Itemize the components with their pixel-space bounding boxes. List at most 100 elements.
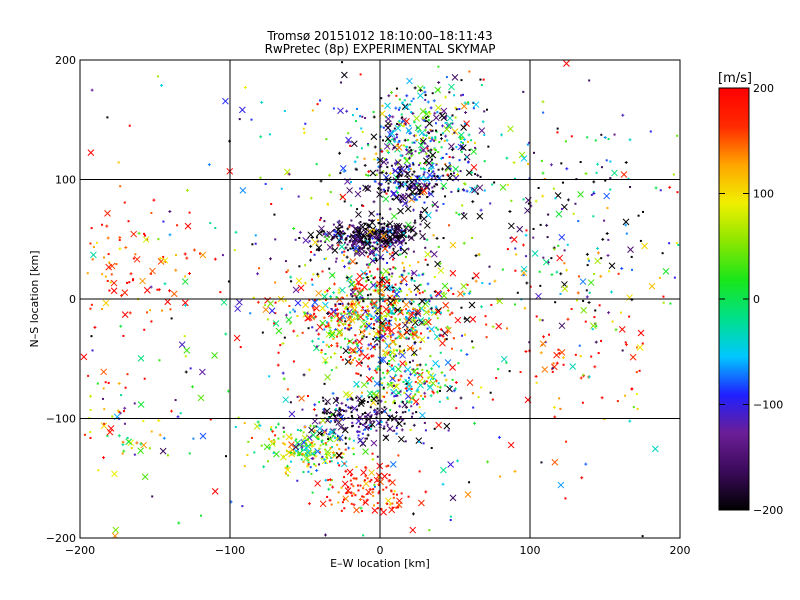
data-point-plus [462,182,466,186]
data-point-dot [397,506,400,509]
data-point-dot [418,440,421,443]
data-point-plus [353,160,357,164]
data-point-dot [376,169,379,172]
data-point-x [429,151,437,159]
data-point-dot [376,479,379,482]
data-point-dot [448,224,451,227]
data-point-dot [401,101,404,104]
data-point-x [476,212,484,220]
data-point-dot [362,495,365,498]
data-point-dot [471,392,474,395]
data-point-dot [329,191,332,194]
data-point-plus [368,367,372,371]
data-point-x [420,187,428,195]
data-point-dot [390,316,393,319]
data-point-dot [365,425,368,428]
data-point-plus [429,394,433,398]
data-point-dot [389,239,392,242]
data-point-dot [419,162,422,165]
data-point-dot [384,400,387,403]
data-point-dot [542,256,545,259]
data-point-dot [419,306,422,309]
data-point-dot [479,175,482,178]
y-axis-label: N–S location [km] [28,250,41,347]
data-point-x [316,425,324,432]
data-point-x [159,447,167,455]
data-point-plus [258,424,262,428]
data-point-x [541,366,549,373]
data-point-dot [463,293,466,296]
data-point-dot [407,337,410,340]
data-point-plus [559,272,563,276]
data-point-dot [482,78,485,81]
data-point-dot [485,336,488,339]
data-point-dot [133,402,136,405]
data-point-dot [508,370,511,373]
data-point-x [451,128,459,135]
data-point-plus [600,396,604,400]
data-point-x [341,71,348,79]
data-point-dot [402,380,405,383]
data-point-dot [361,242,364,245]
data-point-x [473,272,480,279]
data-point-x [425,318,432,326]
data-point-x [383,278,391,286]
data-point-x [434,260,441,268]
data-point-dot [570,135,573,138]
data-point-plus [444,378,448,382]
data-point-dot [489,391,492,394]
data-point-dot [307,463,310,466]
data-point-dot [432,139,435,142]
data-point-x [347,301,355,309]
data-point-dot [339,232,342,235]
data-point-dot [376,455,379,458]
data-point-dot [355,120,358,123]
data-point-dot [452,337,455,340]
data-point-dot [380,312,383,315]
data-point-dot [115,263,118,266]
data-point-x [432,359,439,367]
data-point-dot [380,360,383,363]
data-point-dot [313,312,316,315]
data-point-dot [636,407,639,410]
data-point-dot [401,411,404,414]
data-point-dot [388,359,391,362]
data-point-dot [355,396,358,399]
data-point-x [377,478,384,486]
data-point-dot [428,136,431,139]
data-point-dot [408,288,411,291]
data-point-plus [374,152,378,156]
data-point-dot [341,61,344,64]
data-point-x [382,267,390,275]
data-point-dot [632,406,635,409]
data-point-dot [381,104,384,107]
data-point-plus [388,207,392,211]
data-point-plus [335,341,339,345]
data-point-plus [312,308,316,312]
data-point-dot [420,167,423,170]
data-point-dot [323,328,326,331]
data-point-dot [343,254,346,257]
data-point-dot [467,101,470,104]
data-point-dot [393,127,396,130]
data-point-dot [383,406,386,409]
data-point-plus [456,459,460,463]
data-point-dot [397,108,400,111]
data-point-dot [390,241,393,244]
data-point-x [319,319,327,327]
data-point-dot [104,275,107,278]
data-point-plus [349,491,353,495]
data-point-x [394,322,401,330]
data-point-dot [415,183,418,186]
data-point-x [356,272,364,280]
data-point-dot [279,344,282,347]
data-point-dot [120,394,123,397]
data-point-dot [254,234,257,237]
data-point-x [423,110,430,118]
data-point-dot [405,308,408,311]
data-point-dot [150,272,153,275]
data-point-dot [398,98,401,101]
data-point-x [439,339,446,347]
data-point-x [130,230,138,238]
data-point-dot [323,220,326,223]
